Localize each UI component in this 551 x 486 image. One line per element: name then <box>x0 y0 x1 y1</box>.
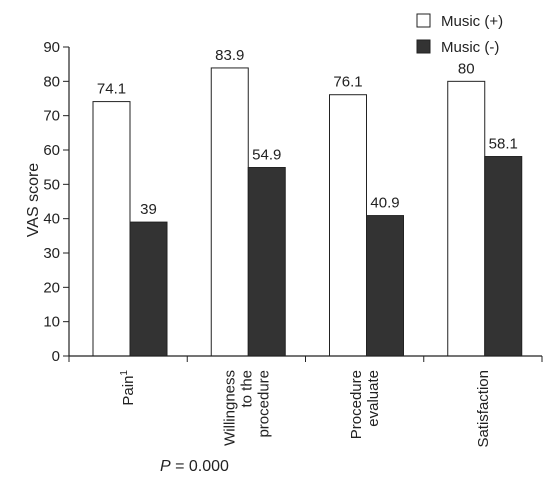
category-label-1-line-2: procedure <box>255 370 272 438</box>
legend-swatch-music-plus <box>416 13 431 28</box>
bar-music-plus-3 <box>447 80 486 357</box>
value-label-music-minus-3: 58.1 <box>489 136 518 153</box>
value-label-music-plus-3: 80 <box>458 60 475 77</box>
p-value-text: = 0.000 <box>171 458 229 475</box>
category-superscript-0: 1 <box>119 370 130 376</box>
category-label-0-line-0: Pain1 <box>119 370 137 406</box>
value-label-music-minus-1: 54.9 <box>252 147 281 164</box>
y-tick-label: 50 <box>43 176 60 193</box>
y-ticks: 0 10 20 30 40 50 60 70 80 90 <box>43 39 69 365</box>
bar-music-minus-2 <box>366 215 404 357</box>
legend-label-music-plus: Music (+) <box>441 13 503 30</box>
value-label-music-plus-0: 74.1 <box>97 81 126 98</box>
legend-label-music-minus: Music (-) <box>441 39 499 56</box>
y-tick-label: 80 <box>43 73 60 90</box>
y-tick-label: 90 <box>43 39 60 56</box>
category-label-1-line-0: Willingness <box>221 370 238 446</box>
bar-music-minus-3 <box>484 156 523 357</box>
category-label-1-line-1: to the <box>238 370 255 408</box>
value-label-music-plus-2: 76.1 <box>333 74 362 91</box>
value-label-music-minus-0: 39 <box>140 201 157 218</box>
value-labels: 74.1 39 83.9 54.9 76.1 40.9 80 58.1 <box>97 47 518 218</box>
p-value-annotation: P = 0.000 <box>160 458 229 475</box>
axes <box>68 47 543 362</box>
p-value-symbol: P <box>160 458 171 475</box>
legend-swatch-music-minus <box>416 39 431 54</box>
y-tick-label: 0 <box>52 348 60 365</box>
bar-music-plus-0 <box>92 101 131 357</box>
value-label-music-plus-1: 83.9 <box>215 47 244 64</box>
y-axis-title: VAS score <box>25 163 42 238</box>
y-tick-label: 60 <box>43 142 60 159</box>
category-label-2-line-0: Procedure <box>348 370 365 439</box>
y-tick-label: 70 <box>43 108 60 125</box>
bar-music-minus-0 <box>129 221 168 357</box>
y-tick-label: 10 <box>43 314 60 331</box>
y-tick-label: 40 <box>43 211 60 228</box>
category-label-2-line-1: evaluate <box>365 370 382 427</box>
bar-music-plus-1 <box>210 67 249 357</box>
x-labels: Pain1 Willingness to the procedure Procedure… <box>119 370 492 448</box>
bars <box>92 67 523 357</box>
y-tick-label: 30 <box>43 245 60 262</box>
bar-music-minus-1 <box>247 167 286 357</box>
category-label-3-line-0: Satisfaction <box>475 370 492 448</box>
y-tick-label: 20 <box>43 279 60 296</box>
legend: Music (+) Music (-) <box>416 13 503 56</box>
bar-music-plus-2 <box>329 94 367 357</box>
value-label-music-minus-2: 40.9 <box>370 195 399 212</box>
